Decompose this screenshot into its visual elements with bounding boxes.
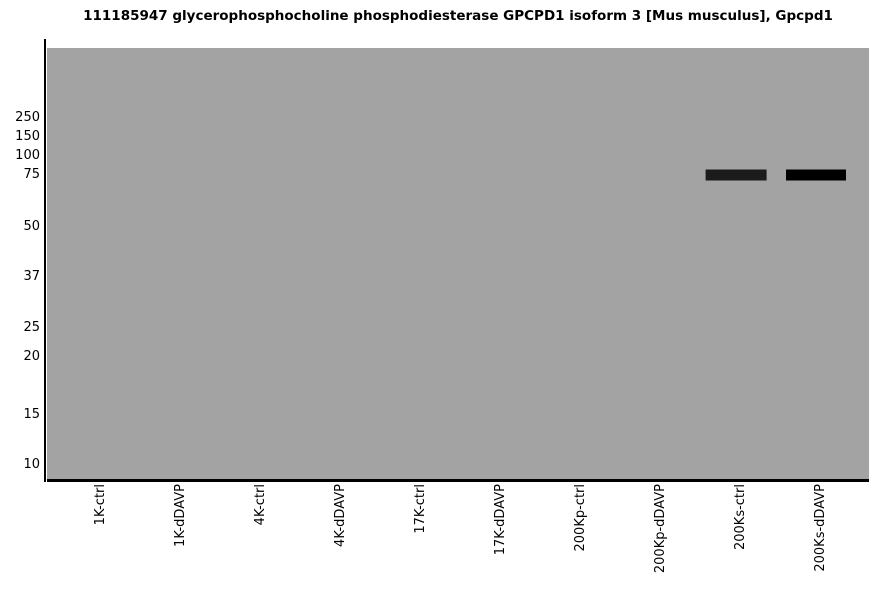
mw-marker-label: 15 [23,407,40,423]
y-axis-line [44,39,46,482]
lane-label: 1K-dDAVP [172,484,188,547]
mw-marker-label: 25 [23,319,40,335]
mw-marker-label: 100 [15,148,40,164]
lane-label: 4K-dDAVP [333,484,349,547]
lane-label: 17K-dDAVP [492,484,508,556]
mw-marker-labels: 250 150 100 75 50 37 25 20 15 10 [0,0,40,595]
mw-marker-label: 150 [15,128,40,144]
lane-label: 200Ks-dDAVP [813,484,829,572]
mw-marker-label: 10 [23,457,40,473]
protein-band [705,169,767,181]
mw-marker-label: 75 [23,167,40,183]
protein-band [786,169,847,181]
lane-label: 17K-ctrl [413,484,428,534]
lane-label: 1K-ctrl [93,484,109,526]
lane-label: 4K-ctrl [252,484,268,526]
lane-label: 200Ks-ctrl [732,484,748,551]
mw-marker-label: 50 [23,218,40,234]
mw-marker-label: 20 [23,348,40,364]
mw-marker-label: 37 [23,269,40,285]
gel-area [47,48,869,482]
mw-marker-label: 250 [15,109,40,125]
lane-label: 200Kp-dDAVP [653,484,669,574]
figure-title: 111185947 glycerophosphocholine phosphod… [83,8,833,24]
lane-label: 200Kp-ctrl [573,484,589,552]
